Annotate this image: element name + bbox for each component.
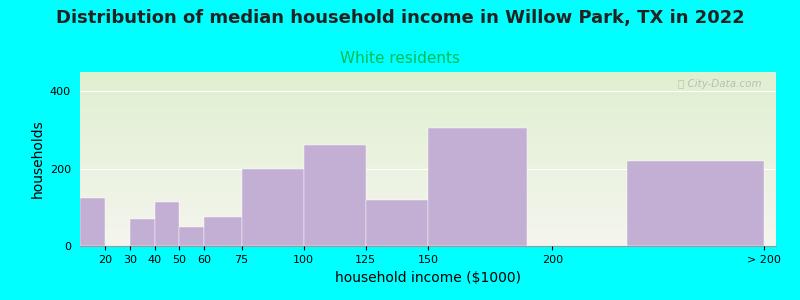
Bar — [627, 161, 763, 246]
Text: Distribution of median household income in Willow Park, TX in 2022: Distribution of median household income … — [56, 9, 744, 27]
Y-axis label: households: households — [30, 120, 44, 198]
Bar — [130, 219, 154, 246]
Bar — [204, 217, 242, 246]
Bar — [242, 169, 304, 246]
Bar — [304, 146, 366, 246]
Bar — [428, 128, 527, 246]
Bar — [80, 198, 105, 246]
Text: ⓘ City-Data.com: ⓘ City-Data.com — [678, 79, 762, 89]
X-axis label: household income ($1000): household income ($1000) — [335, 271, 521, 285]
Text: White residents: White residents — [340, 51, 460, 66]
Bar — [366, 200, 428, 246]
Bar — [154, 202, 179, 246]
Bar — [179, 227, 204, 246]
